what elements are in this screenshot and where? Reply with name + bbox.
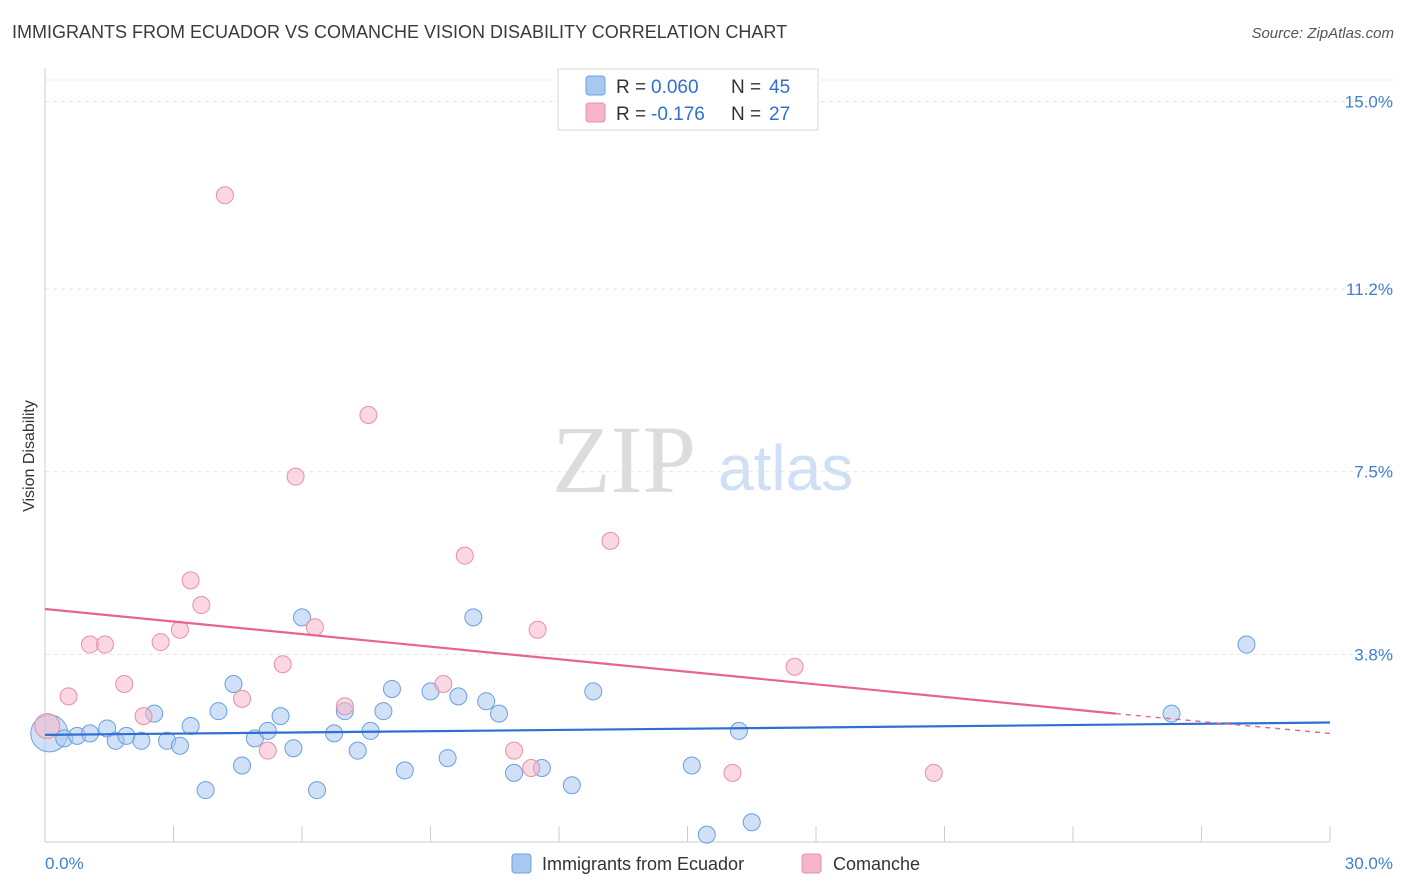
stats-legend-r-label-comanche: R = — [616, 104, 646, 125]
series-legend: Immigrants from Ecuador Comanche — [511, 853, 920, 874]
point-series1-9 — [192, 596, 211, 615]
chart-source: Source: ZipAtlas.com — [1251, 25, 1394, 42]
chart-title: IMMIGRANTS FROM ECUADOR VS COMANCHE VISI… — [12, 22, 787, 42]
stats-legend-n-value-comanche: 27 — [769, 104, 790, 125]
legend-swatch-ecuador — [511, 853, 532, 874]
point-series0-13 — [209, 702, 228, 721]
legend-label-comanche: Comanche — [833, 854, 920, 874]
point-series0-17 — [258, 721, 277, 740]
point-series1-21 — [522, 758, 541, 777]
point-series1-5 — [134, 707, 153, 726]
data-points — [30, 186, 1256, 844]
point-series0-14 — [224, 675, 243, 694]
trend-line-series1 — [44, 607, 1116, 715]
point-series1-0 — [34, 712, 61, 739]
point-series0-28 — [395, 761, 414, 780]
point-series0-26 — [374, 702, 393, 721]
point-series0-8 — [132, 731, 151, 750]
point-series1-11 — [233, 689, 252, 708]
point-series1-10 — [215, 186, 234, 205]
point-series1-13 — [273, 655, 292, 674]
y-tick-label-3: 15.0% — [1345, 92, 1393, 111]
point-series1-16 — [335, 697, 354, 716]
point-series0-24 — [348, 741, 367, 760]
stats-legend-r-value-comanche: -0.176 — [651, 104, 705, 125]
stats-legend-n-label-ecuador: N = — [731, 77, 761, 98]
point-series0-6 — [117, 726, 136, 745]
x-tick-label-0: 0.0% — [45, 854, 84, 873]
point-series0-35 — [505, 763, 524, 782]
point-series1-15 — [305, 618, 324, 637]
point-series1-20 — [505, 741, 524, 760]
stats-legend-swatch-comanche — [585, 102, 606, 123]
point-series0-31 — [449, 687, 468, 706]
point-series0-21 — [307, 781, 326, 800]
y-axis-label: Vision Disability — [21, 400, 38, 512]
legend-label-ecuador: Immigrants from Ecuador — [542, 854, 744, 874]
point-series1-3 — [95, 635, 114, 654]
point-series0-37 — [562, 776, 581, 795]
point-series1-6 — [151, 633, 170, 652]
point-series1-23 — [601, 531, 620, 550]
point-series1-2 — [80, 635, 99, 654]
point-series0-20 — [293, 608, 311, 627]
trend-line-series0 — [44, 721, 1331, 736]
stats-legend-n-value-ecuador: 45 — [769, 77, 790, 98]
point-series1-22 — [528, 620, 547, 639]
x-tick-labels: 0.0% 30.0% — [45, 854, 1393, 873]
point-series0-41 — [729, 721, 748, 740]
point-series1-8 — [181, 571, 200, 590]
point-series1-12 — [258, 741, 277, 760]
watermark-zip: ZIP — [552, 406, 696, 513]
point-series1-24 — [723, 763, 742, 782]
point-series1-14 — [286, 467, 305, 486]
stats-legend-r-label-ecuador: R = — [616, 77, 646, 98]
stats-legend-swatch-ecuador — [585, 75, 606, 96]
point-series0-40 — [697, 825, 716, 844]
point-series1-25 — [785, 657, 804, 676]
trend-lines — [44, 607, 1331, 736]
point-series1-17 — [359, 405, 378, 424]
y-tick-label-2: 11.2% — [1346, 280, 1393, 299]
point-series0-19 — [284, 739, 303, 758]
watermark-atlas: atlas — [718, 432, 853, 504]
point-series0-27 — [382, 679, 401, 698]
y-tick-label-1: 7.5% — [1354, 463, 1393, 482]
axes — [44, 68, 1331, 843]
point-series0-4 — [98, 719, 117, 738]
x-tick-label-1: 30.0% — [1345, 854, 1393, 873]
legend-swatch-comanche — [801, 853, 822, 874]
stats-legend-n-label-comanche: N = — [731, 104, 761, 125]
point-series0-12 — [196, 781, 215, 800]
grid-lines — [45, 79, 1394, 655]
point-series1-4 — [115, 675, 134, 694]
point-series0-15 — [233, 756, 252, 775]
point-series0-33 — [477, 692, 496, 711]
point-series0-22 — [325, 724, 344, 743]
point-series1-26 — [924, 763, 943, 782]
point-series1-19 — [455, 546, 474, 565]
point-series0-34 — [490, 704, 509, 723]
point-series0-10 — [170, 736, 189, 755]
point-series0-39 — [682, 756, 701, 775]
point-series0-11 — [181, 716, 200, 735]
point-series0-18 — [271, 707, 290, 726]
y-tick-labels: 3.8% 7.5% 11.2% 15.0% — [1345, 92, 1393, 664]
watermark: ZIP atlas — [552, 406, 853, 513]
point-series1-18 — [434, 675, 453, 694]
point-series0-44 — [1237, 635, 1256, 654]
stats-legend: R = 0.060 N = 45 R = -0.176 N = 27 — [557, 68, 819, 131]
point-series1-1 — [59, 687, 78, 706]
point-series0-38 — [584, 682, 603, 701]
stats-legend-r-value-ecuador: 0.060 — [651, 77, 699, 98]
point-series0-32 — [464, 608, 483, 627]
point-series0-30 — [438, 749, 457, 768]
point-series0-42 — [742, 813, 761, 832]
y-tick-label-0: 3.8% — [1354, 645, 1393, 664]
